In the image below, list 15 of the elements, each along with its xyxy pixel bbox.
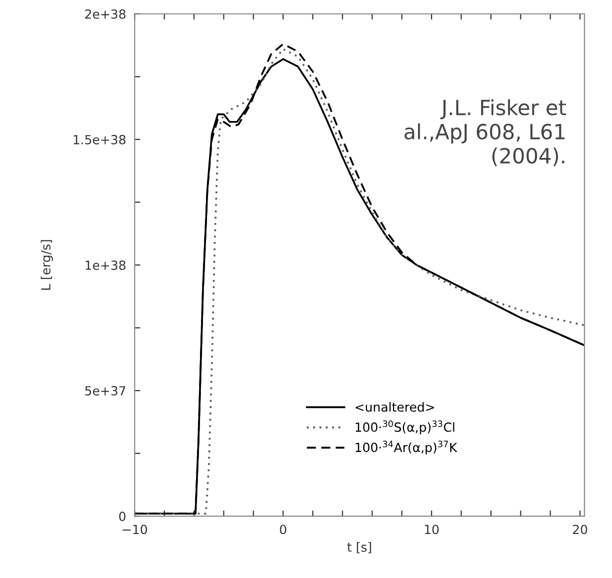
x-tick-label: 10 (424, 524, 439, 534)
legend-label: 100·$^{30}$S(α,p)$^{33}$Cl (356, 420, 454, 434)
x-axis-title: t [s] (347, 542, 372, 554)
y-tick-label: 5e+37 (85, 386, 126, 396)
x-tick-label: −10 (122, 524, 147, 534)
y-tick-label: 1.5e+38 (74, 134, 126, 144)
legend-label: 100·$^{34}$Ar(α,p)$^{37}$K (356, 440, 458, 455)
y-axis-title: L [erg/s] (40, 240, 53, 290)
y-tick-label: 2e+38 (85, 9, 126, 19)
x-tick-label: 20 (572, 524, 588, 534)
y-tick-label: 0 (119, 512, 126, 522)
y-tick-label: 1e+38 (86, 260, 126, 270)
legend-label: <unaltered> (356, 402, 434, 412)
x-tick-label: 0 (280, 524, 286, 534)
annotation: J.L. Fisker et al.,ApJ 608, L61 (2004). (404, 99, 566, 166)
